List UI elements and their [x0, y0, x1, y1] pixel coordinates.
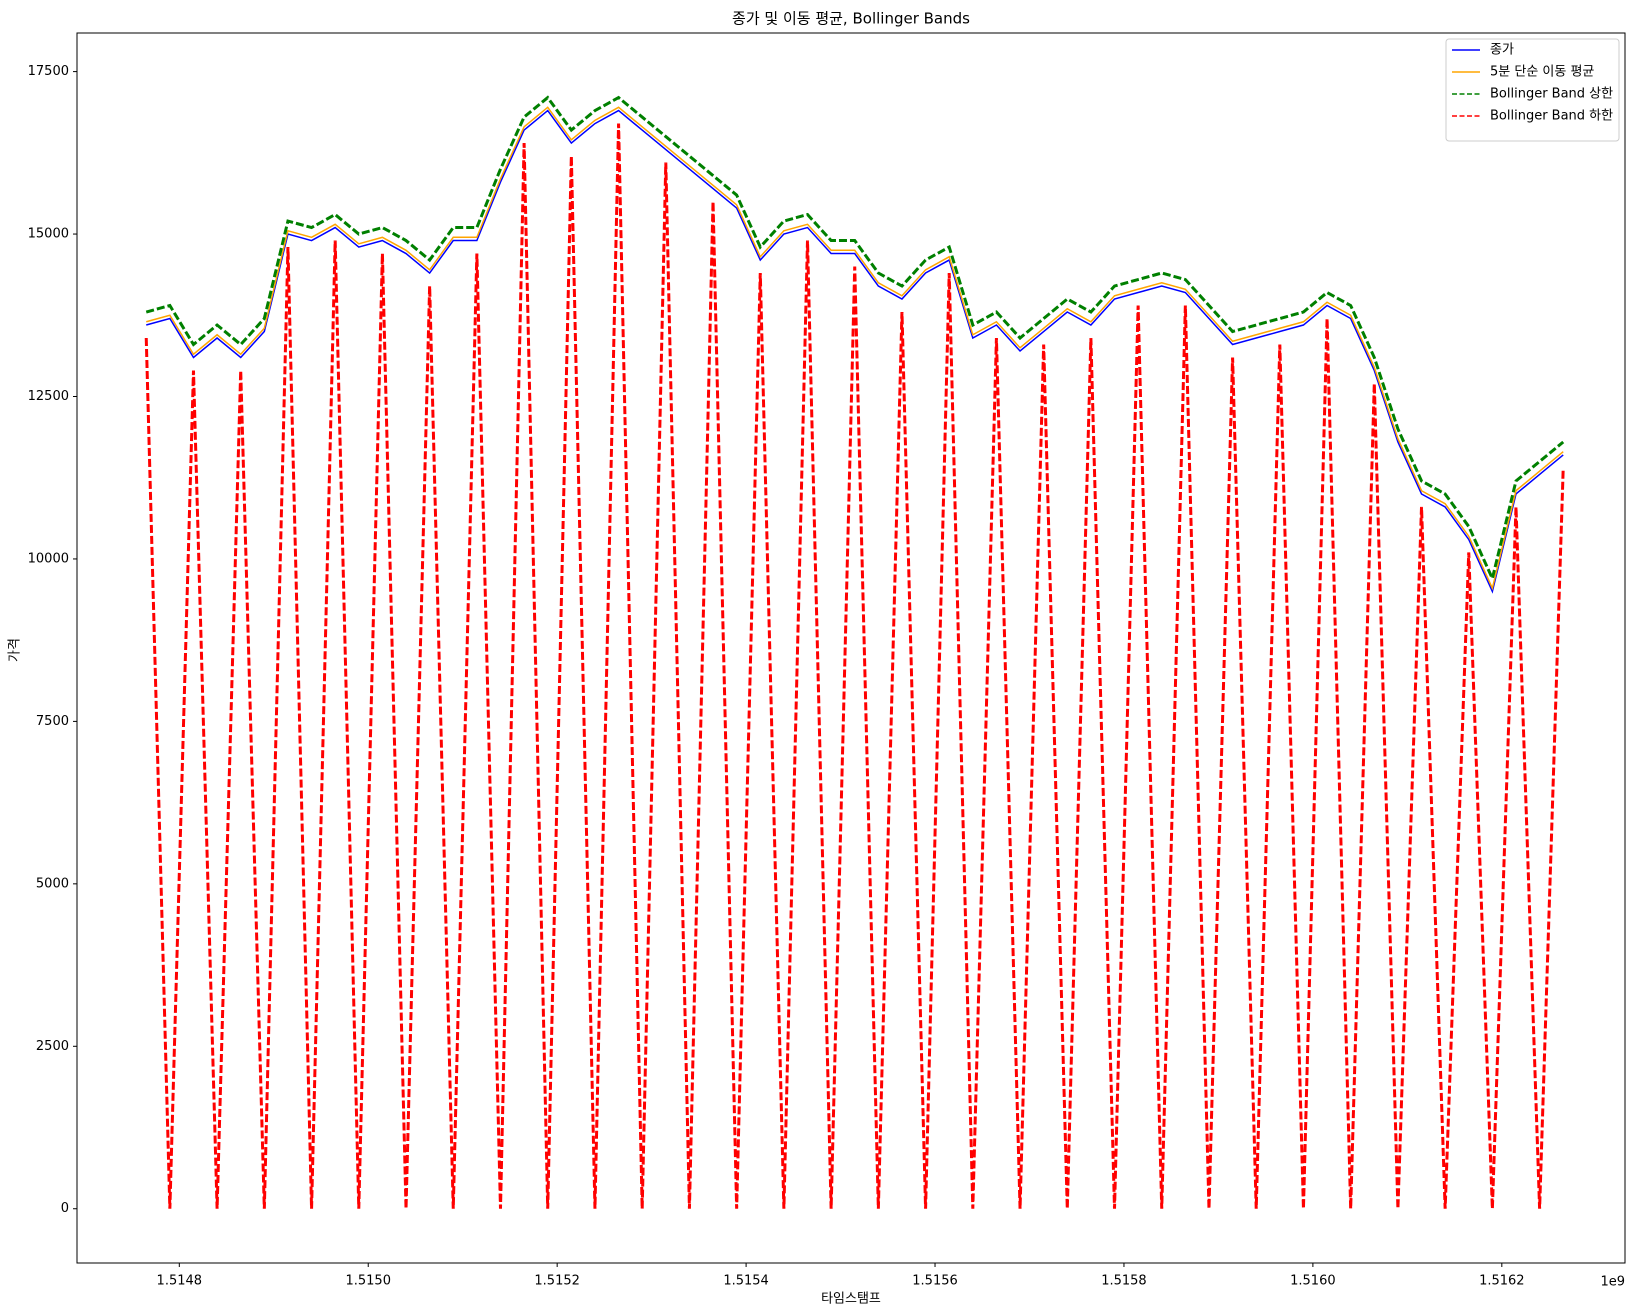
y-tick-label: 5000 — [36, 876, 69, 891]
plot-area — [144, 95, 1565, 1209]
x-axis-label: 타임스탬프 — [821, 1292, 881, 1307]
y-tick-label: 0 — [61, 1201, 69, 1216]
y-tick-label: 2500 — [36, 1039, 69, 1054]
series-line — [144, 123, 1565, 1209]
legend-label: 5분 단순 이동 평균 — [1490, 65, 1594, 80]
x-tick-label: 1.5158 — [1101, 1274, 1147, 1289]
series-line — [146, 106, 1564, 591]
legend-label: Bollinger Band 하한 — [1490, 109, 1613, 124]
x-tick-label: 1.5160 — [1290, 1274, 1336, 1289]
x-tick-label: 1.5152 — [534, 1274, 580, 1289]
y-tick-label: 10000 — [28, 551, 69, 566]
legend-label: 종가 — [1490, 43, 1514, 58]
series-line — [146, 109, 1564, 594]
x-tick-label: 1.5148 — [157, 1274, 203, 1289]
y-tick-label: 12500 — [28, 389, 69, 404]
legend-label: Bollinger Band 상한 — [1490, 87, 1613, 102]
axes-frame — [76, 32, 1626, 1264]
series-line — [145, 95, 1565, 584]
legend: 종가 5분 단순 이동 평균 Bollinger Band 상한 Bollinger … — [1445, 38, 1620, 142]
y-tick-label: 17500 — [28, 64, 69, 79]
y-tick-label: 7500 — [36, 714, 69, 729]
chart-title: 종가 및 이동 평균, Bollinger Bands — [732, 10, 970, 28]
x-tick-label: 1.5150 — [345, 1274, 391, 1289]
legend-box — [1445, 38, 1620, 142]
x-tick-label: 1.5154 — [723, 1274, 769, 1289]
x-tick-label: 1.5162 — [1479, 1274, 1525, 1289]
x-offset-label: 1e9 — [1600, 1275, 1625, 1290]
x-tick-label: 1.5156 — [912, 1274, 958, 1289]
y-axis-label: 가격 — [8, 638, 23, 662]
y-tick-label: 15000 — [28, 227, 69, 242]
